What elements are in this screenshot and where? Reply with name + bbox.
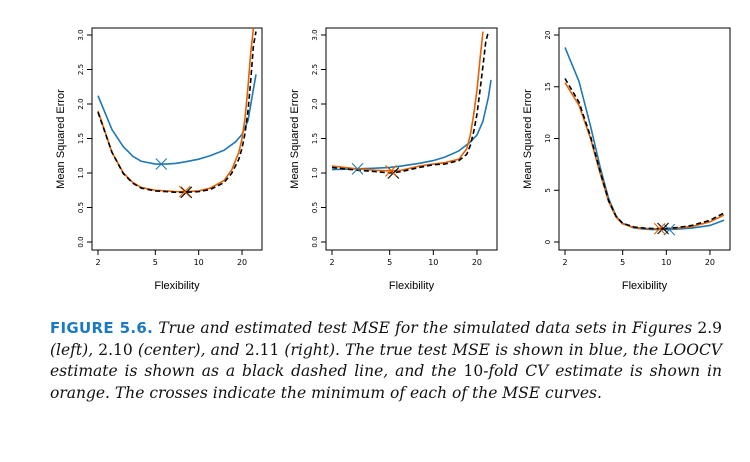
x-tick-label: 2 — [329, 258, 334, 267]
y-axis-label: Mean Squared Error — [289, 89, 301, 189]
true-min-cross — [155, 158, 168, 170]
panel-2: 2 5 10 20 0.0 0.5 1.0 1.5 2.0 2.5 3.0 Flexibility Me… — [289, 27, 498, 292]
x-axis-label: Flexibility — [389, 280, 435, 292]
curves — [331, 31, 492, 174]
panel-3: 2 5 10 20 0 5 10 15 20 Flexibility Mean Squared Er… — [522, 27, 731, 292]
y-axis-label: Mean Squared Error — [522, 89, 534, 189]
y-tick-label: 1.0 — [311, 167, 319, 178]
y-tick-label: 1.5 — [77, 133, 85, 144]
x-tick-label: 5 — [620, 258, 625, 267]
caption-text-3: (center), and — [132, 340, 245, 359]
kfold-mse-curve — [564, 82, 725, 230]
x-axis-label: Flexibility — [154, 280, 200, 292]
caption-figure-label: FIGURE 5.6. — [50, 319, 154, 337]
true-mse-curve — [331, 79, 492, 171]
curves — [564, 47, 725, 231]
y-tick-label: 0 — [544, 240, 552, 244]
figure-caption: FIGURE 5.6. True and estimated test MSE … — [50, 318, 722, 404]
x-tick-label: 5 — [387, 258, 392, 267]
kfold-mse-curve — [331, 31, 484, 172]
true-min-cross — [351, 162, 364, 175]
loocv-min-cross — [657, 222, 669, 235]
x-tick-label: 20 — [472, 258, 482, 267]
caption-ref-1: 2.9 — [697, 319, 722, 337]
caption-number-10: 10 — [463, 362, 484, 380]
x-tick-label: 10 — [194, 258, 204, 267]
x-tick-label: 2 — [562, 258, 567, 267]
x-tick-label: 10 — [428, 258, 438, 267]
y-tick-label: 15 — [544, 82, 552, 91]
y-tick-label: 2.5 — [311, 64, 319, 75]
kfold-min-cross — [653, 222, 666, 235]
x-tick-label: 10 — [661, 258, 671, 267]
true-mse-curve — [97, 74, 257, 165]
x-tick-label: 20 — [705, 258, 715, 267]
kfold-min-cross — [385, 165, 397, 177]
x-tick-label: 20 — [237, 258, 247, 267]
x-tick-label: 2 — [95, 258, 100, 267]
figure-panels: 2 5 10 200.00.51.01.52.02.53.0FlexibilityMe… — [55, 27, 731, 292]
loocv-mse-curve — [331, 31, 490, 174]
loocv-mse-curve — [97, 31, 257, 194]
x-tick-label: 5 — [153, 258, 158, 267]
kfold-mse-curve — [97, 28, 255, 193]
caption-ref-2: 2.10 — [98, 340, 133, 359]
caption-text-2: (left), — [50, 340, 99, 359]
y-tick-label: 0.0 — [77, 236, 85, 247]
y-tick-label: 3.0 — [311, 29, 319, 40]
y-tick-label: 5 — [544, 188, 552, 192]
y-tick-label: 0.5 — [77, 202, 85, 213]
plot-frame — [558, 27, 731, 251]
kfold-min-cross — [178, 185, 191, 198]
loocv-min-cross — [180, 186, 193, 199]
y-tick-label: 20 — [544, 31, 552, 40]
y-axis-label: Mean Squared Error — [55, 89, 67, 189]
y-tick-label: 1.0 — [77, 167, 85, 178]
caption-text-4: (right). The true test MSE is shown in b… — [50, 340, 723, 381]
y-tick-label: 2.0 — [77, 98, 85, 109]
curves — [97, 28, 257, 194]
caption-text-1: True and estimated test MSE for the simu… — [153, 319, 698, 337]
y-tick-label: 1.5 — [311, 133, 319, 144]
y-tick-label: 0.5 — [311, 202, 319, 213]
loocv-mse-curve — [564, 78, 725, 230]
y-tick-label: 2.0 — [311, 98, 319, 109]
y-tick-label: 3.0 — [77, 29, 85, 40]
caption-text-5: -fold CV estimate is shown in orange. Th… — [50, 362, 722, 402]
x-axis-label: Flexibility — [622, 280, 668, 292]
true-min-cross — [663, 223, 676, 236]
true-mse-curve — [564, 47, 725, 231]
y-tick-label: 2.5 — [77, 64, 85, 75]
panel-1: 2 5 10 20 0.0 0.5 1.0 1.5 2.0 2.5 3.0 Flexibility Me… — [55, 27, 263, 292]
y-tick-label: 10 — [544, 134, 552, 143]
caption-ref-3: 2.11 — [244, 340, 280, 359]
y-tick-label: 0.0 — [311, 236, 319, 247]
